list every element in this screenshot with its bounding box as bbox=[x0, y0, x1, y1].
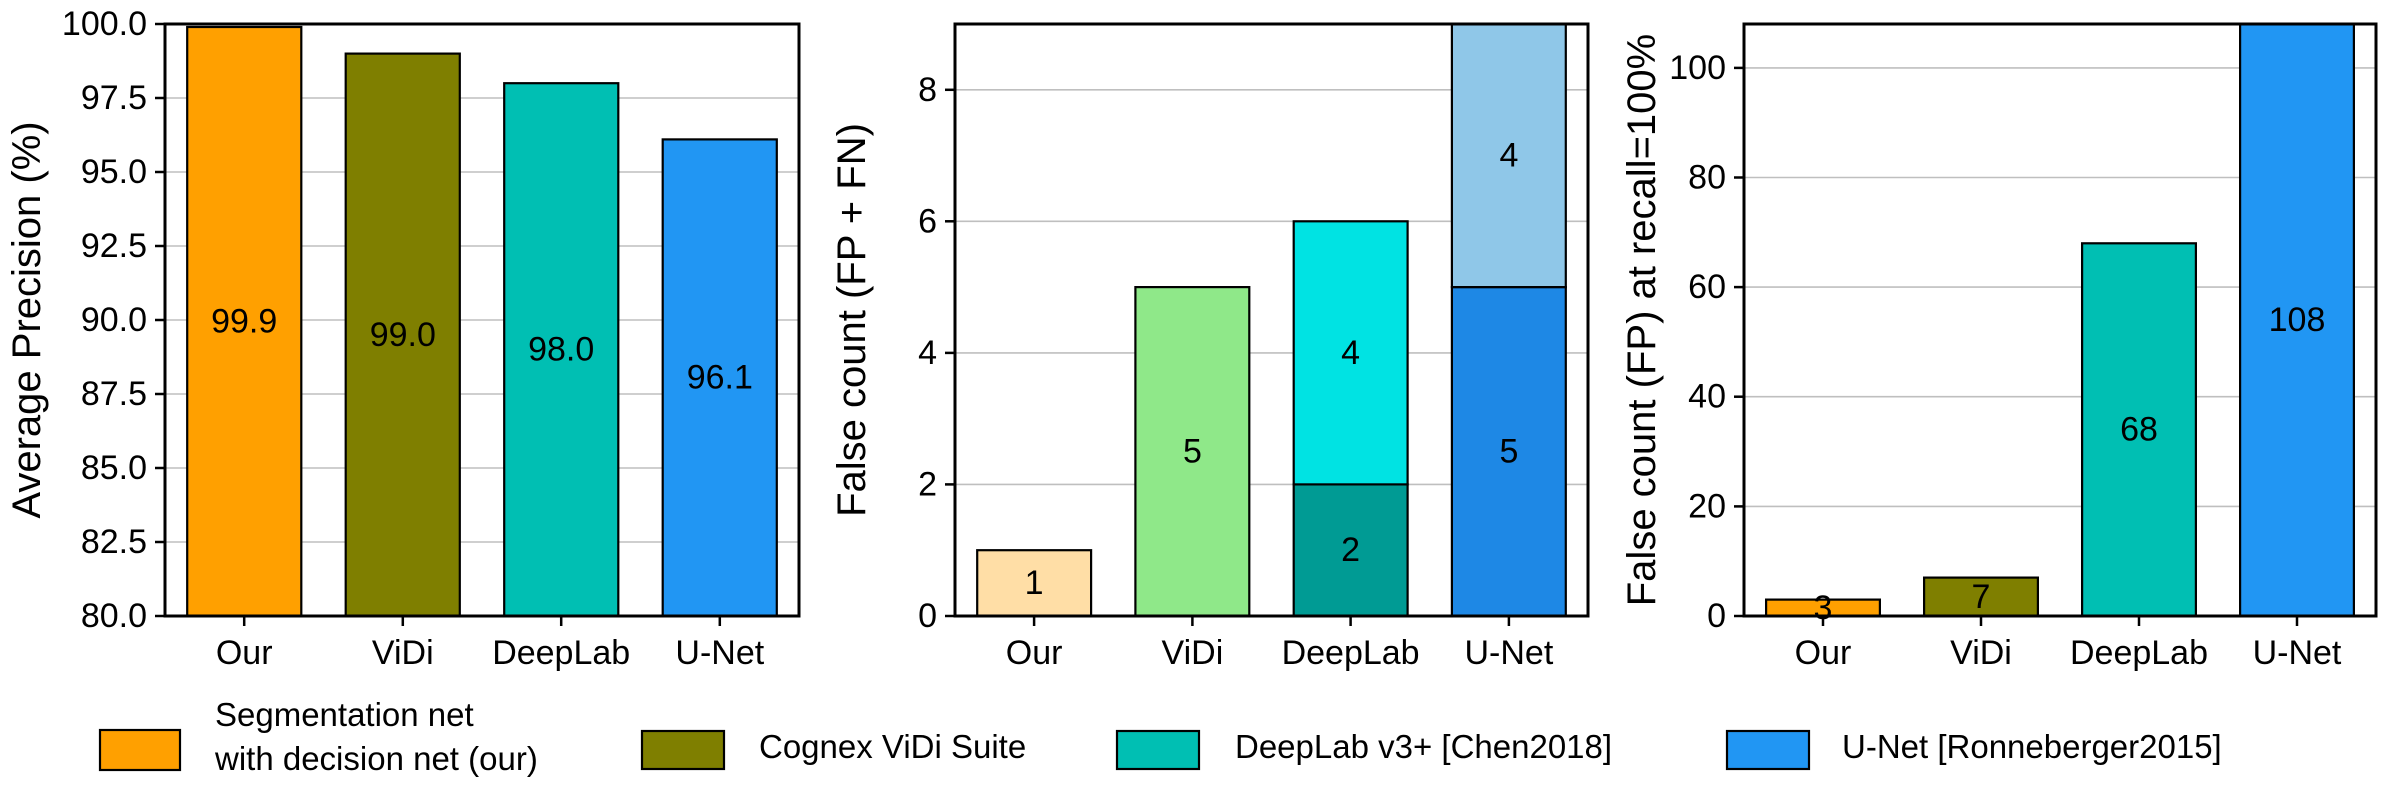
svg-text:5: 5 bbox=[1183, 433, 1202, 471]
svg-text:60: 60 bbox=[1688, 268, 1726, 306]
svg-text:68: 68 bbox=[2120, 411, 2158, 449]
svg-text:Segmentation net: Segmentation net bbox=[215, 696, 474, 733]
svg-text:4: 4 bbox=[918, 334, 937, 372]
svg-text:DeepLab: DeepLab bbox=[492, 634, 630, 672]
svg-text:4: 4 bbox=[1341, 334, 1360, 372]
svg-text:2: 2 bbox=[1341, 531, 1360, 569]
svg-text:with decision net (our): with decision net (our) bbox=[214, 740, 538, 777]
svg-text:DeepLab v3+ [Chen2018]: DeepLab v3+ [Chen2018] bbox=[1235, 728, 1612, 765]
svg-text:20: 20 bbox=[1688, 487, 1726, 525]
svg-text:92.5: 92.5 bbox=[81, 227, 147, 265]
svg-text:7: 7 bbox=[1972, 578, 1991, 616]
svg-text:False count (FP) at recall=100: False count (FP) at recall=100% bbox=[1620, 34, 1664, 606]
svg-text:Average Precision (%): Average Precision (%) bbox=[5, 121, 49, 518]
svg-text:Our: Our bbox=[1795, 634, 1852, 672]
svg-text:DeepLab: DeepLab bbox=[1282, 634, 1420, 672]
svg-text:100.0: 100.0 bbox=[62, 5, 147, 43]
svg-text:80.0: 80.0 bbox=[81, 597, 147, 635]
svg-text:99.0: 99.0 bbox=[370, 316, 436, 354]
svg-text:1: 1 bbox=[1025, 564, 1044, 602]
svg-text:87.5: 87.5 bbox=[81, 375, 147, 413]
svg-text:Our: Our bbox=[1006, 634, 1063, 672]
svg-text:6: 6 bbox=[918, 202, 937, 240]
svg-text:85.0: 85.0 bbox=[81, 449, 147, 487]
svg-text:ViDi: ViDi bbox=[1162, 634, 1224, 672]
svg-text:82.5: 82.5 bbox=[81, 523, 147, 561]
svg-text:Cognex ViDi Suite: Cognex ViDi Suite bbox=[759, 728, 1026, 765]
svg-text:95.0: 95.0 bbox=[81, 153, 147, 191]
svg-text:5: 5 bbox=[1499, 433, 1518, 471]
svg-text:ViDi: ViDi bbox=[1950, 634, 2012, 672]
svg-text:98.0: 98.0 bbox=[528, 331, 594, 369]
svg-text:99.9: 99.9 bbox=[211, 303, 277, 341]
svg-text:Our: Our bbox=[216, 634, 273, 672]
svg-text:90.0: 90.0 bbox=[81, 301, 147, 339]
svg-text:80: 80 bbox=[1688, 159, 1726, 197]
svg-text:97.5: 97.5 bbox=[81, 79, 147, 117]
svg-text:8: 8 bbox=[918, 71, 937, 109]
svg-text:U-Net: U-Net bbox=[675, 634, 764, 672]
svg-text:0: 0 bbox=[918, 597, 937, 635]
svg-text:U-Net: U-Net bbox=[1465, 634, 1554, 672]
svg-text:108: 108 bbox=[2269, 301, 2326, 339]
svg-text:2: 2 bbox=[918, 465, 937, 503]
svg-text:U-Net: U-Net bbox=[2253, 634, 2342, 672]
svg-text:96.1: 96.1 bbox=[687, 359, 753, 397]
svg-text:DeepLab: DeepLab bbox=[2070, 634, 2208, 672]
svg-text:False count (FP + FN): False count (FP + FN) bbox=[830, 123, 874, 517]
svg-text:40: 40 bbox=[1688, 378, 1726, 416]
svg-text:0: 0 bbox=[1707, 597, 1726, 635]
svg-text:100: 100 bbox=[1669, 49, 1726, 87]
svg-text:U-Net [Ronneberger2015]: U-Net [Ronneberger2015] bbox=[1842, 728, 2222, 765]
svg-text:4: 4 bbox=[1499, 137, 1518, 175]
svg-text:ViDi: ViDi bbox=[372, 634, 434, 672]
